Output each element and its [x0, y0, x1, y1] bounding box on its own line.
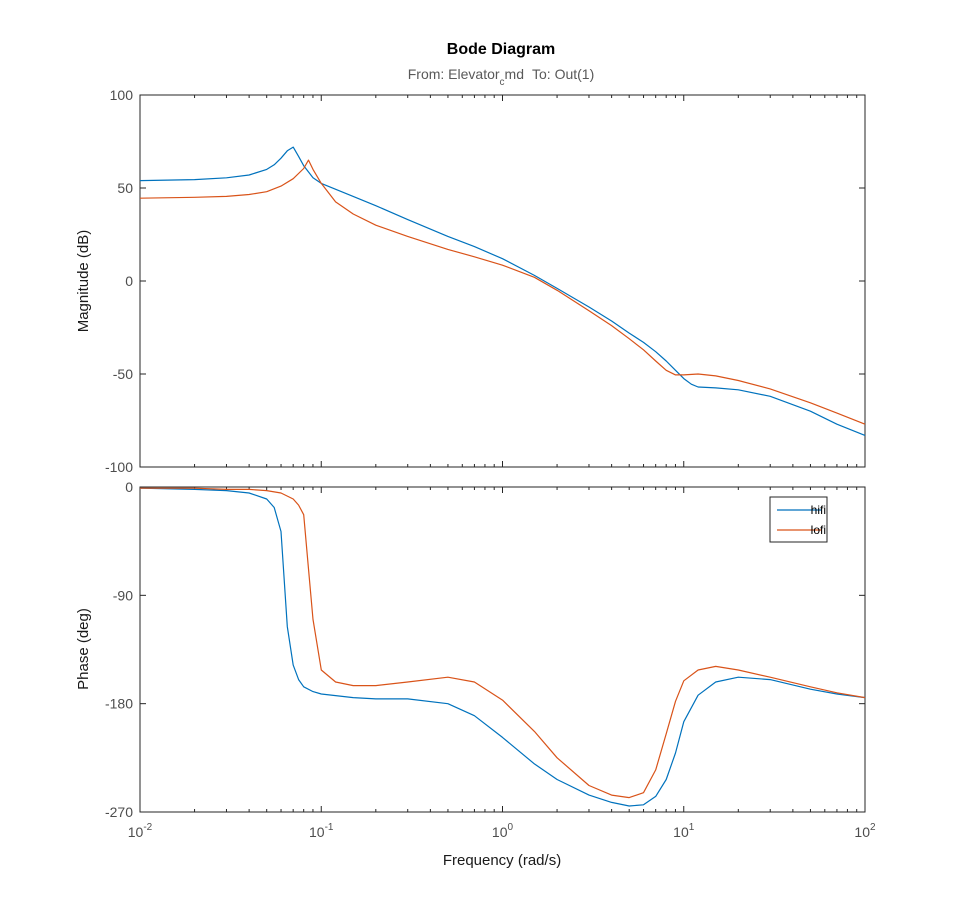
magnitude-plot-area — [139, 94, 866, 468]
phase-y-tick-label: -270 — [105, 804, 133, 820]
x-axis-label: Frequency (rad/s) — [443, 852, 561, 869]
legend-label-lofi: lofi — [811, 523, 826, 537]
phase-plot-area — [139, 486, 866, 813]
phase-axis-label: Phase (deg) — [75, 608, 92, 690]
x-tick-label-exponent: 0 — [508, 822, 514, 833]
phase-y-tick-label: -90 — [113, 587, 133, 603]
phase-series-hifi — [139, 487, 866, 807]
legend-label-hifi: hifi — [811, 503, 826, 517]
x-tick-label-base: 10 — [128, 824, 144, 840]
phase-series-lofi — [140, 487, 866, 799]
x-tick-label-base: 10 — [492, 824, 508, 840]
magnitude-series-hifi — [139, 146, 866, 436]
subtitle-to: To: Out(1) — [532, 66, 594, 82]
x-tick-label: 10-2 — [128, 822, 153, 840]
x-tick-label-exponent: -1 — [325, 822, 334, 833]
subtitle-from-suffix: md — [505, 66, 524, 82]
legend: hifi lofi — [769, 496, 828, 543]
magnitude-y-tick-label: -50 — [113, 366, 133, 382]
x-tick-label-base: 10 — [309, 824, 325, 840]
magnitude-y-tick-label: 100 — [110, 87, 134, 103]
magnitude-series-lofi — [139, 159, 866, 425]
chart-subtitle: From: Elevatorcmd To: Out(1) — [408, 66, 595, 88]
x-tick-label-exponent: 1 — [689, 822, 695, 833]
x-tick-label-exponent: 2 — [870, 822, 876, 833]
subtitle-subscript: c — [500, 77, 505, 88]
x-tick-label-base: 10 — [673, 824, 689, 840]
legend-box — [769, 496, 828, 543]
x-tick-label-base: 10 — [854, 824, 870, 840]
magnitude-axis-label: Magnitude (dB) — [75, 230, 92, 333]
magnitude-y-tick-label: -100 — [105, 459, 133, 475]
x-tick-label: 102 — [854, 822, 876, 840]
magnitude-y-tick-label: 0 — [125, 273, 133, 289]
magnitude-y-tick-label: 50 — [117, 180, 133, 196]
phase-y-tick-label: 0 — [125, 479, 133, 495]
phase-y-tick-label: -180 — [105, 696, 133, 712]
x-tick-label: 10-1 — [309, 822, 334, 840]
subtitle-from: From: Elevator — [408, 66, 500, 82]
chart-title: Bode Diagram — [447, 41, 555, 58]
x-tick-label-exponent: -2 — [143, 822, 152, 833]
magnitude-axes: -100 -50 0 50 100 — [105, 87, 866, 475]
x-tick-label: 100 — [492, 822, 514, 840]
x-tick-label: 101 — [673, 822, 695, 840]
